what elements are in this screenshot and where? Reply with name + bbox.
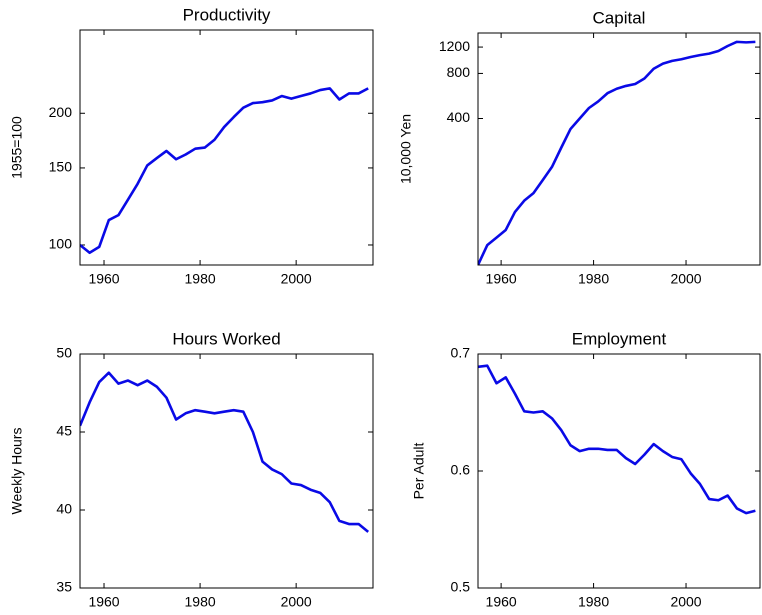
- y-tick-label: 0.6: [451, 462, 471, 478]
- x-tick-label: 2000: [670, 271, 701, 287]
- y-axis-label: Weekly Hours: [9, 428, 25, 515]
- x-tick-label: 1960: [486, 271, 517, 287]
- x-tick-label: 2000: [670, 594, 701, 610]
- y-tick-label: 45: [56, 423, 72, 439]
- x-tick-label: 1980: [185, 594, 216, 610]
- y-tick-label: 50: [56, 345, 72, 361]
- y-tick-label: 0.7: [451, 345, 471, 361]
- panel-title: Productivity: [183, 5, 271, 24]
- x-tick-label: 1960: [486, 594, 517, 610]
- y-axis-label: 10,000 Yen: [398, 114, 414, 184]
- panel-title: Capital: [593, 8, 646, 27]
- panel-title: Hours Worked: [172, 329, 280, 348]
- y-tick-label: 0.5: [451, 579, 471, 595]
- data-line: [80, 87, 369, 255]
- axes-frame: [477, 32, 761, 266]
- x-tick-label: 2000: [281, 594, 312, 610]
- x-tick-label: 1960: [88, 594, 119, 610]
- axes-frame: [79, 353, 374, 589]
- data-line: [80, 371, 370, 533]
- y-tick-label: 35: [56, 579, 72, 595]
- data-line: [478, 364, 756, 515]
- y-tick-label: 40: [56, 501, 72, 517]
- x-tick-label: 1980: [185, 271, 216, 287]
- y-axis-label: Per Adult: [411, 442, 427, 499]
- panel-title: Employment: [572, 329, 667, 348]
- y-tick-label: 100: [49, 236, 73, 252]
- x-tick-label: 1960: [88, 271, 119, 287]
- y-tick-label: 150: [49, 159, 73, 175]
- x-tick-label: 1980: [578, 594, 609, 610]
- y-axis-label: 1955=100: [9, 116, 25, 179]
- y-tick-label: 200: [49, 104, 73, 120]
- x-tick-label: 2000: [281, 271, 312, 287]
- data-line: [478, 40, 756, 265]
- x-tick-label: 1980: [578, 271, 609, 287]
- y-tick-label: 1200: [439, 38, 470, 54]
- y-tick-label: 800: [447, 64, 471, 80]
- y-tick-label: 400: [447, 109, 471, 125]
- axes-frame: [477, 353, 761, 589]
- axes-frame: [79, 29, 374, 266]
